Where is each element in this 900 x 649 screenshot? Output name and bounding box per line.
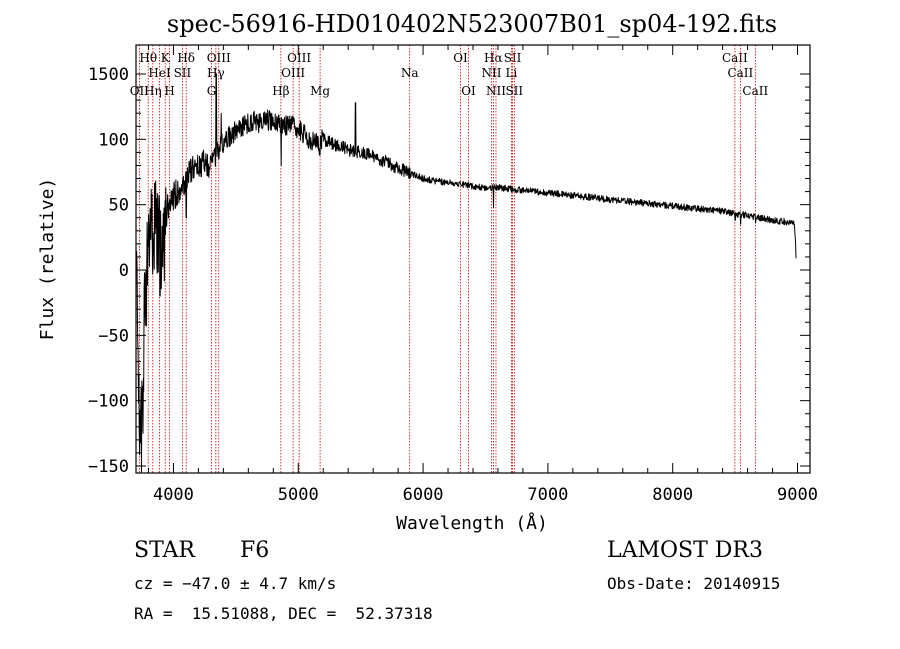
spectral-line-label: NII	[481, 66, 501, 80]
coordinates: RA = 15.51088, DEC = 52.37318	[134, 604, 433, 623]
spectral-line-label: OIII	[287, 51, 311, 65]
spectral-line-label: OI	[453, 51, 468, 65]
spectral-line-label: NII	[486, 84, 506, 98]
spectral-line-label: Hβ	[272, 84, 289, 98]
y-tick-label: −150	[88, 457, 129, 477]
spectral-line-label: HeI	[148, 66, 171, 80]
y-tick-label: −50	[98, 326, 129, 346]
y-tick-label: 0	[119, 261, 129, 281]
survey-name: LAMOST DR3	[607, 538, 763, 563]
spectral-line-label: Hγ	[207, 66, 225, 80]
y-tick-label: 50	[109, 196, 129, 216]
plot-frame	[135, 44, 811, 474]
x-tick-label: 4000	[153, 485, 194, 505]
spectral-line-label: H	[164, 84, 174, 98]
spectral-lines-layer: OIIHθHηHeIKHSIIHδGHγOIIIHβOIIIOIIIMgNaOI…	[130, 45, 768, 473]
spectral-line-label: G	[207, 84, 217, 98]
spectrum-layer	[136, 73, 797, 473]
x-tick-label: 9000	[777, 485, 818, 505]
spectrum-chart: spec-56916-HD010402N523007B01_sp04-192.f…	[37, 10, 818, 534]
spectral-line-label: SII	[174, 66, 192, 80]
y-tick-label: 100	[98, 130, 129, 150]
spectral-line-label: CaII	[742, 84, 768, 98]
spectral-line-label: SII	[504, 51, 522, 65]
spectral-line-label: SII	[505, 84, 523, 98]
y-tick-label: 1500	[88, 65, 129, 85]
spectral-line-label: OIII	[207, 51, 231, 65]
spectral-line-label: K	[161, 51, 171, 65]
redshift-velocity: cz = −47.0 ± 4.7 km/s	[134, 574, 337, 593]
x-axis-label: Wavelength (Å)	[396, 512, 548, 534]
spectral-line-label: Na	[401, 66, 419, 80]
spectral-line-label: OII	[130, 84, 150, 98]
x-tick-label: 6000	[403, 485, 444, 505]
spectral-line-label: CaII	[727, 66, 753, 80]
object-subclass: F6	[240, 538, 270, 563]
spectral-line-label: CaII	[722, 51, 748, 65]
x-tick-label: 7000	[527, 485, 568, 505]
spectrum-series	[136, 73, 797, 473]
y-axis-label: Flux (relative)	[37, 178, 58, 341]
spectral-line-label: Mg	[310, 84, 330, 98]
observation-date: Obs-Date: 20140915	[607, 574, 781, 593]
spectral-line-label: Hη	[144, 84, 162, 98]
object-class: STAR	[134, 538, 195, 563]
spectral-line-label: Hδ	[177, 51, 195, 65]
spectral-line-label: Hθ	[139, 51, 157, 65]
x-tick-label: 5000	[278, 485, 319, 505]
spectral-line-label: OIII	[281, 66, 305, 80]
y-tick-label: −100	[88, 392, 129, 412]
x-tick-label: 8000	[652, 485, 693, 505]
spectral-line-label: OI	[461, 84, 476, 98]
chart-title: spec-56916-HD010402N523007B01_sp04-192.f…	[167, 10, 777, 38]
spectral-line-label: Hα	[484, 51, 503, 65]
spectral-line-label: Li	[506, 66, 518, 80]
ticks-layer: 4000 5000 6000 7000 8000 9000 −150 −100 −50 0 50 10…	[88, 45, 818, 505]
